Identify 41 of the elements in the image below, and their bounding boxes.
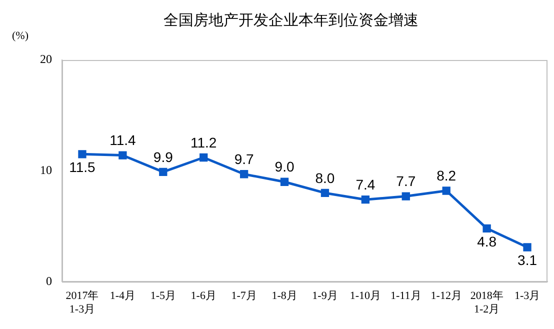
x-tick-label: 1-10月 xyxy=(350,290,382,302)
text: 9.9 xyxy=(153,148,173,165)
x-tick-label: 1-4月 xyxy=(110,290,136,302)
text: 11.4 xyxy=(110,132,136,148)
point xyxy=(78,150,86,158)
y-tick-label: 20 xyxy=(40,52,52,66)
x-tick-label: 1-11月 xyxy=(390,290,422,302)
text: 4.8 xyxy=(477,233,497,250)
y-tick-label: 0 xyxy=(46,274,52,288)
x-tick-label: 1-8月 xyxy=(272,290,298,302)
x-tick-label: 1-5月 xyxy=(150,290,176,302)
point xyxy=(200,153,208,162)
text: 7.7 xyxy=(396,173,416,190)
y-axis-title: (%) xyxy=(12,30,29,42)
x-tick-label: 1-3月 xyxy=(514,290,540,302)
text: 9.0 xyxy=(274,158,294,175)
chart-title: 全国房地产开发企业本年到位资金增速 xyxy=(164,10,418,29)
text: 11.5 xyxy=(69,159,96,176)
x-tick-label: 1-7月 xyxy=(231,290,257,302)
text: 9.7 xyxy=(234,150,254,167)
y-tick-label: 10 xyxy=(40,162,52,177)
text: 8.2 xyxy=(436,168,456,184)
point xyxy=(523,243,532,252)
text: 7.4 xyxy=(356,176,376,192)
x-tick-label: 1-9月 xyxy=(312,290,338,302)
x-tick-label: 2018年 1-2月 xyxy=(470,290,504,316)
text: 3.1 xyxy=(518,252,538,268)
point xyxy=(482,224,491,232)
text: 8.0 xyxy=(315,170,335,186)
point xyxy=(118,151,127,160)
x-tick-label: 1-6月 xyxy=(190,290,216,302)
point xyxy=(280,178,289,186)
point xyxy=(240,170,248,178)
point xyxy=(402,192,410,200)
point xyxy=(442,186,450,195)
x-tick-label: 1-12月 xyxy=(430,290,462,302)
point xyxy=(159,168,168,176)
point xyxy=(361,196,370,204)
point xyxy=(320,188,330,198)
text: 11.2 xyxy=(190,134,217,150)
x-tick-label: 2017年 1-3月 xyxy=(66,290,99,316)
